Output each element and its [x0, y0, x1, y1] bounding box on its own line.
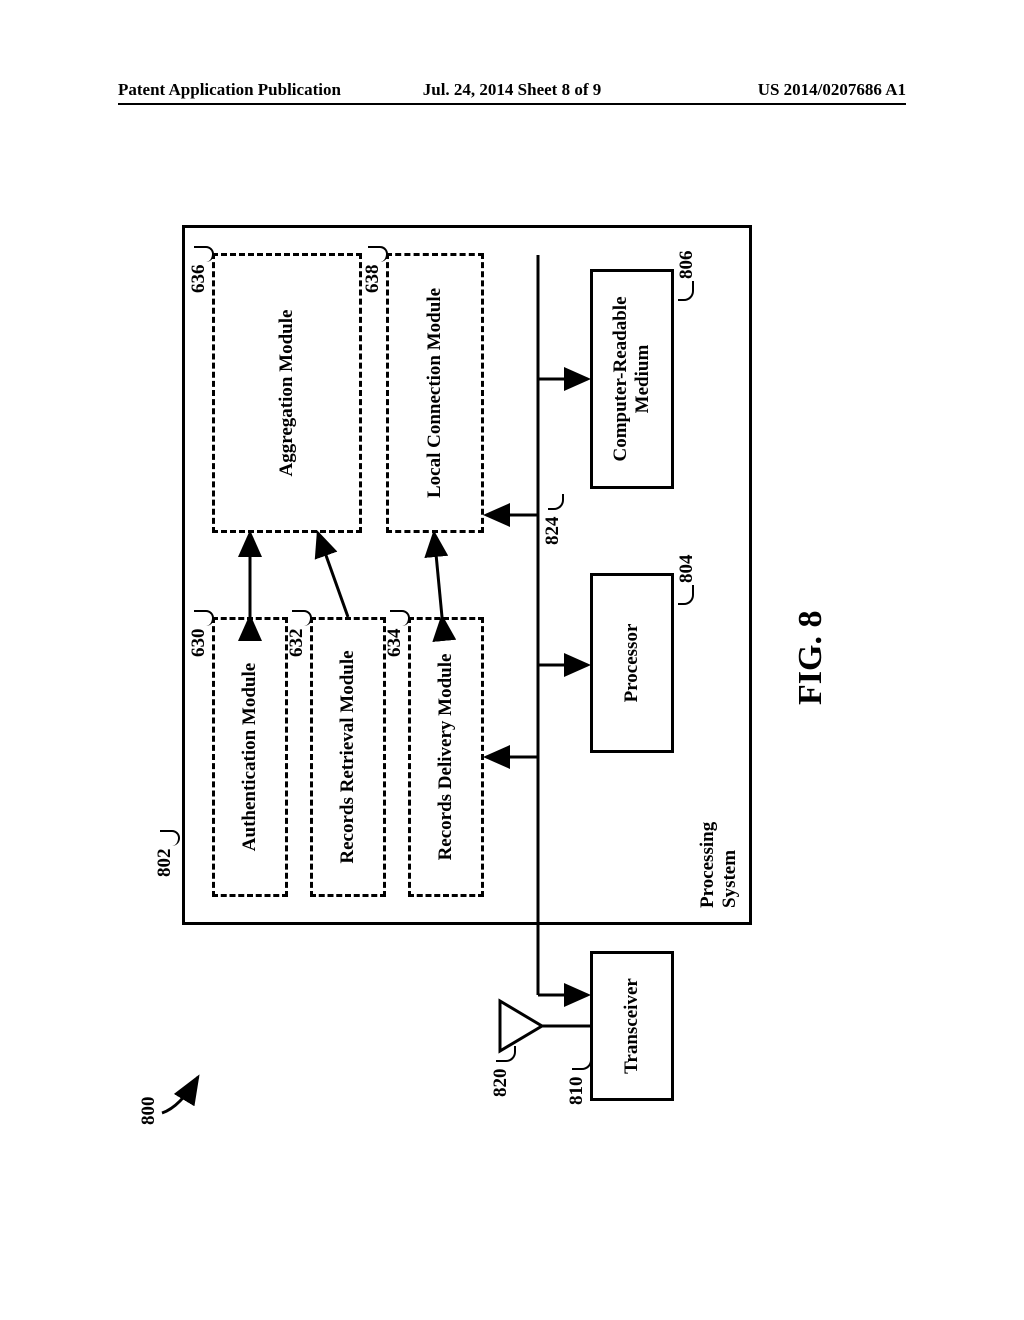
- page: Patent Application Publication Jul. 24, …: [0, 0, 1024, 1320]
- header-center: Jul. 24, 2014 Sheet 8 of 9: [423, 80, 602, 100]
- header-right: US 2014/0207686 A1: [758, 80, 906, 100]
- header-rule: [118, 103, 906, 105]
- diagram: 800 Processing System 802 Authentication…: [142, 195, 882, 1125]
- rotated-canvas: 800 Processing System 802 Authentication…: [22, 266, 1002, 1054]
- wiring: [142, 195, 882, 1125]
- header-left: Patent Application Publication: [118, 80, 341, 100]
- figure-area: 800 Processing System 802 Authentication…: [118, 170, 906, 1150]
